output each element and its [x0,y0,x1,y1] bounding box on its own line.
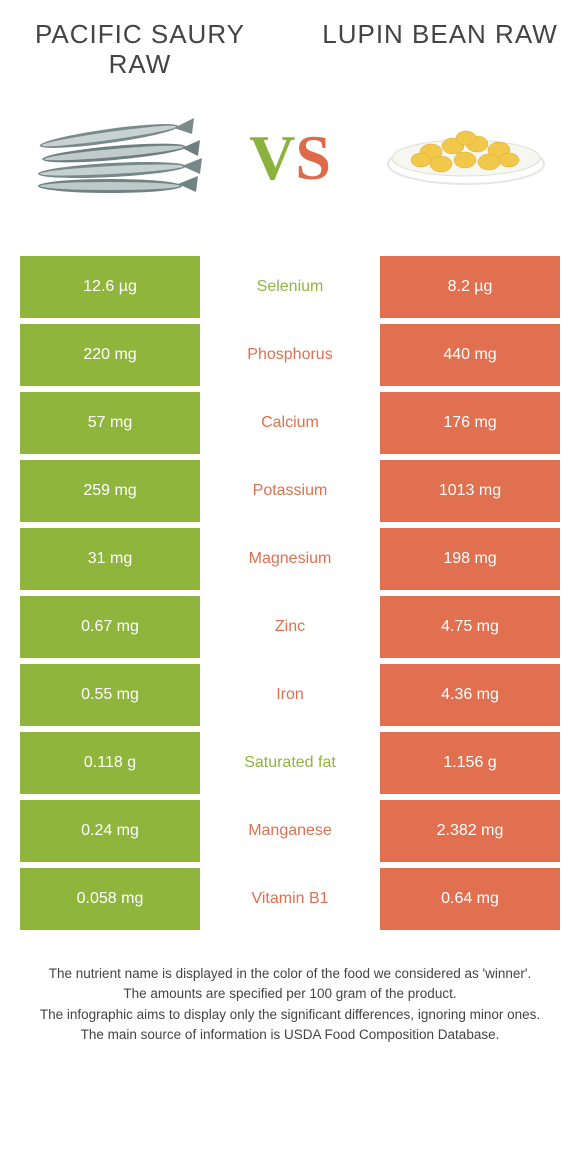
nutrient-value-left: 57 mg [20,392,200,454]
nutrient-label: Selenium [200,256,380,318]
nutrient-label: Magnesium [200,528,380,590]
vs-v: V [249,121,295,195]
nutrient-label: Iron [200,664,380,726]
nutrient-value-left: 0.24 mg [20,800,200,862]
header-row: PACIFIC SAURY RAW LUPIN BEAN RAW [20,20,560,80]
table-row: 12.6 µgSelenium8.2 µg [20,256,560,318]
nutrient-value-left: 220 mg [20,324,200,386]
nutrient-label: Vitamin B1 [200,868,380,930]
footnote-line: The infographic aims to display only the… [30,1005,550,1025]
footnote-line: The main source of information is USDA F… [30,1025,550,1045]
table-row: 0.24 mgManganese2.382 mg [20,800,560,862]
food-left-image [24,88,204,228]
footnotes: The nutrient name is displayed in the co… [20,964,560,1045]
table-row: 0.118 gSaturated fat1.156 g [20,732,560,794]
table-row: 0.67 mgZinc4.75 mg [20,596,560,658]
nutrient-value-left: 0.67 mg [20,596,200,658]
nutrient-value-right: 2.382 mg [380,800,560,862]
food-right-image [376,88,556,228]
nutrient-value-right: 0.64 mg [380,868,560,930]
image-row: VS [20,88,560,228]
nutrient-value-right: 1.156 g [380,732,560,794]
food-left-title: PACIFIC SAURY RAW [20,20,260,80]
vs-s: S [295,121,331,195]
fish-icon [24,98,204,218]
nutrient-value-right: 1013 mg [380,460,560,522]
infographic-container: PACIFIC SAURY RAW LUPIN BEAN RAW [0,0,580,1045]
nutrient-value-left: 259 mg [20,460,200,522]
nutrient-value-right: 8.2 µg [380,256,560,318]
footnote-line: The amounts are specified per 100 gram o… [30,984,550,1004]
nutrient-value-right: 198 mg [380,528,560,590]
table-row: 31 mgMagnesium198 mg [20,528,560,590]
nutrient-label: Potassium [200,460,380,522]
footnote-line: The nutrient name is displayed in the co… [30,964,550,984]
nutrient-label: Manganese [200,800,380,862]
bowl-icon [381,98,551,218]
table-row: 220 mgPhosphorus440 mg [20,324,560,386]
nutrient-value-left: 31 mg [20,528,200,590]
table-row: 0.058 mgVitamin B10.64 mg [20,868,560,930]
table-row: 0.55 mgIron4.36 mg [20,664,560,726]
nutrient-value-right: 176 mg [380,392,560,454]
table-row: 57 mgCalcium176 mg [20,392,560,454]
nutrient-value-left: 12.6 µg [20,256,200,318]
nutrient-value-right: 4.75 mg [380,596,560,658]
nutrient-value-left: 0.058 mg [20,868,200,930]
nutrient-value-left: 0.55 mg [20,664,200,726]
nutrient-label: Zinc [200,596,380,658]
nutrient-label: Saturated fat [200,732,380,794]
nutrient-table: 12.6 µgSelenium8.2 µg220 mgPhosphorus440… [20,256,560,930]
nutrient-value-left: 0.118 g [20,732,200,794]
nutrient-value-right: 440 mg [380,324,560,386]
nutrient-label: Phosphorus [200,324,380,386]
nutrient-label: Calcium [200,392,380,454]
food-right-title: LUPIN BEAN RAW [320,20,560,50]
nutrient-value-right: 4.36 mg [380,664,560,726]
table-row: 259 mgPotassium1013 mg [20,460,560,522]
vs-label: VS [249,121,331,195]
